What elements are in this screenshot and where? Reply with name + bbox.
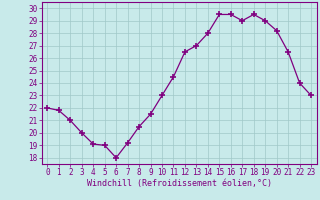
X-axis label: Windchill (Refroidissement éolien,°C): Windchill (Refroidissement éolien,°C) <box>87 179 272 188</box>
